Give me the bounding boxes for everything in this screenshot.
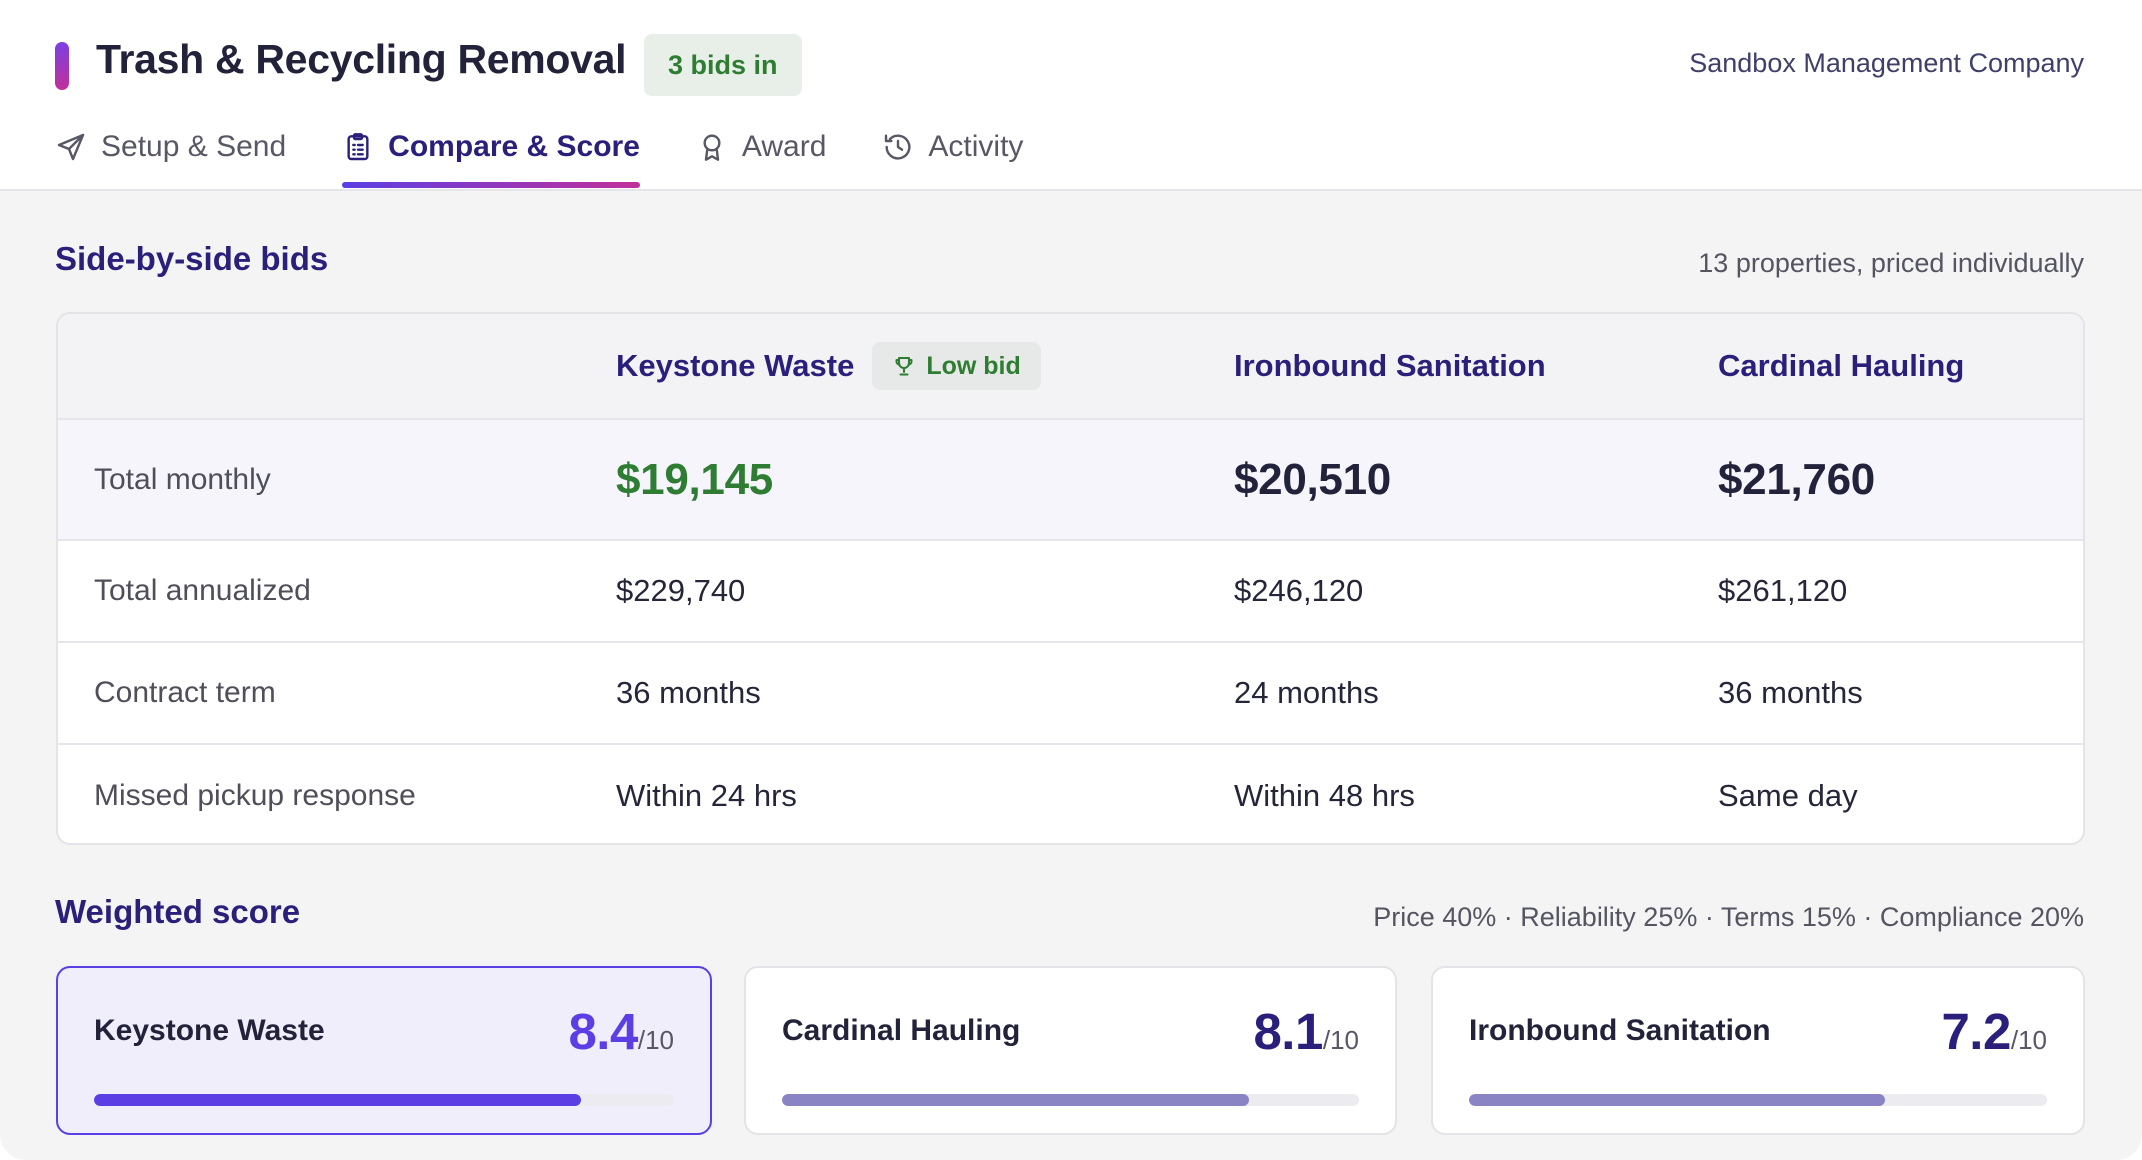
tab-label: Setup & Send [101, 129, 287, 163]
row-label: Total monthly [94, 462, 271, 496]
table-cell: 36 months [616, 675, 761, 710]
trophy-icon [895, 357, 913, 376]
clipboard-icon [347, 132, 369, 160]
score-value: 8.1/10 [1253, 1002, 1359, 1061]
score-card-vendor: Cardinal Hauling [782, 1014, 1021, 1047]
bids-section-title: Side-by-side bids [55, 240, 329, 277]
score-value: 8.4/10 [568, 1002, 674, 1061]
score-card-vendor: Ironbound Sanitation [1469, 1014, 1771, 1047]
vendor-column-cardinal: Cardinal Hauling [1718, 314, 1964, 418]
score-card-keystone[interactable]: Keystone Waste 8.4/10 [56, 966, 712, 1135]
table-row: Contract term 36 months 24 months 36 mon… [58, 643, 2083, 745]
page-title: Trash & Recycling Removal [96, 36, 627, 82]
bids-count-badge: 3 bids in [644, 34, 802, 96]
score-bar-track [94, 1094, 674, 1106]
tab-compare-score[interactable]: Compare & Score [342, 124, 640, 188]
score-number: 8.4 [568, 1003, 638, 1060]
total-monthly-value: $21,760 [1718, 454, 1875, 504]
score-denominator: /10 [1322, 1025, 1359, 1055]
score-bar-fill [782, 1094, 1250, 1106]
table-row: Total annualized $229,740 $246,120 $261,… [58, 541, 2083, 643]
score-bar-fill [94, 1094, 582, 1106]
table-row: Missed pickup response Within 24 hrs Wit… [58, 745, 2083, 843]
table-cell: 24 months [1234, 675, 1379, 710]
tab-label: Compare & Score [388, 129, 640, 163]
score-bar-track [1469, 1094, 2047, 1106]
row-label: Missed pickup response [94, 779, 416, 812]
bids-table: Keystone Waste Low bid Ironbound Sanitat… [56, 312, 2085, 845]
tab-activity[interactable]: Activity [882, 124, 1023, 169]
score-denominator: /10 [2010, 1025, 2047, 1055]
tab-label: Activity [928, 129, 1024, 163]
score-number: 7.2 [1941, 1003, 2011, 1060]
score-card-cardinal[interactable]: Cardinal Hauling 8.1/10 [744, 966, 1397, 1135]
tab-setup-send[interactable]: Setup & Send [55, 124, 286, 169]
tab-award[interactable]: Award [696, 124, 827, 169]
tab-label: Award [741, 129, 827, 163]
history-icon [885, 133, 911, 160]
vendor-name: Keystone Waste [616, 348, 855, 383]
low-bid-badge: Low bid [872, 342, 1041, 390]
low-bid-label: Low bid [926, 351, 1021, 380]
table-cell: 36 months [1718, 675, 1863, 710]
total-monthly-value: $19,145 [616, 454, 773, 504]
score-card-ironbound[interactable]: Ironbound Sanitation 7.2/10 [1431, 966, 2085, 1135]
title-accent-bar [55, 42, 69, 90]
total-monthly-value: $20,510 [1234, 454, 1391, 504]
score-bar-fill [1469, 1094, 1886, 1106]
bids-section-note: 13 properties, priced individually [1698, 248, 2084, 278]
score-section-title: Weighted score [55, 893, 301, 930]
table-cell: Within 24 hrs [616, 778, 797, 813]
table-cell: $261,120 [1718, 573, 1848, 608]
send-icon [57, 133, 85, 160]
table-row: Total monthly $19,145 $20,510 $21,760 [58, 420, 2083, 541]
table-cell: Within 48 hrs [1234, 778, 1415, 813]
table-cell: $229,740 [616, 573, 746, 608]
page-header: Trash & Recycling Removal 3 bids in Sand… [0, 0, 2142, 191]
score-value: 7.2/10 [1941, 1002, 2047, 1061]
score-bar-track [782, 1094, 1359, 1106]
table-cell: Same day [1718, 778, 1858, 813]
table-cell: $246,120 [1234, 573, 1364, 608]
company-name[interactable]: Sandbox Management Company [1689, 48, 2084, 78]
vendor-name: Cardinal Hauling [1718, 348, 1965, 383]
score-denominator: /10 [637, 1025, 674, 1055]
row-label: Contract term [94, 676, 276, 709]
row-label: Total annualized [94, 574, 311, 607]
score-number: 8.1 [1253, 1003, 1323, 1060]
score-weights-note: Price 40% · Reliability 25% · Terms 15% … [1373, 902, 2084, 932]
vendor-column-keystone: Keystone Waste Low bid [616, 314, 1041, 418]
table-header-row: Keystone Waste Low bid Ironbound Sanitat… [58, 314, 2083, 420]
score-card-vendor: Keystone Waste [94, 1014, 325, 1047]
vendor-column-ironbound: Ironbound Sanitation [1234, 314, 1546, 418]
tab-bar: Setup & Send Compare & Score Award [55, 124, 1079, 191]
award-icon [703, 133, 721, 161]
vendor-name: Ironbound Sanitation [1234, 348, 1546, 383]
